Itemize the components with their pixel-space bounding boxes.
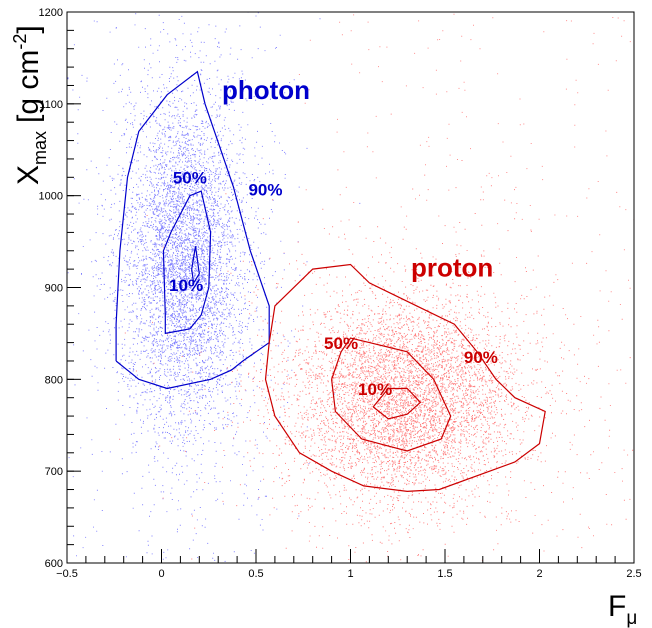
photon-scatter-points	[67, 11, 361, 562]
photon-series-label: photon	[222, 75, 310, 105]
photon-label-10pct: 10%	[169, 276, 203, 295]
contour-lines	[115, 70, 546, 493]
y-tick-label: 1200	[39, 7, 63, 19]
y-tick-label: 900	[45, 283, 63, 295]
proton-contour-10pct	[372, 387, 422, 420]
x-axis-ticks: −0.5 0 0.5 1 1.5 2 2.5	[56, 549, 642, 580]
y-tick-label: 800	[45, 374, 63, 386]
x-tick-label: −0.5	[56, 568, 78, 580]
photon-scatter-dots	[67, 11, 361, 562]
photon-label-50pct: 50%	[173, 169, 207, 188]
proton-label-50pct: 50%	[324, 334, 358, 353]
proton-contour-50pct	[331, 337, 452, 452]
x-tick-label: 2	[536, 568, 542, 580]
proton-contour-90pct	[264, 263, 546, 493]
y-axis-title: Xmax[g cm-2]	[10, 25, 50, 185]
x-tick-label: 2.5	[626, 568, 641, 580]
x-axis-title: Fμ	[608, 590, 637, 628]
photon-contour-10pct	[191, 246, 200, 285]
photon-contour-90pct	[115, 70, 270, 390]
outlier-dots-red	[295, 13, 635, 561]
proton-series-label: proton	[411, 252, 493, 282]
proton-label-90pct: 90%	[464, 348, 498, 367]
photon-label-90pct: 90%	[248, 181, 282, 200]
photon-contour-50pct	[162, 190, 212, 335]
x-tick-label: 1	[347, 568, 353, 580]
y-tick-label: 1100	[39, 99, 63, 111]
y-tick-label: 600	[45, 558, 63, 570]
x-tick-label: 0.5	[248, 568, 263, 580]
outlier-dots-blue	[67, 12, 293, 560]
y-tick-label: 700	[45, 466, 63, 478]
y-tick-label: 1000	[39, 191, 63, 203]
proton-scatter-dots	[119, 113, 634, 563]
y-axis-ticks: 600 700 800 900 1000 1100 1200	[39, 7, 81, 570]
x-tick-label: 0	[158, 568, 164, 580]
annotations: photon 90% 50% 10% proton 90% 50% 10%	[169, 75, 498, 399]
proton-label-10pct: 10%	[358, 380, 392, 399]
proton-scatter-points	[67, 12, 635, 563]
x-tick-label: 1.5	[437, 568, 452, 580]
